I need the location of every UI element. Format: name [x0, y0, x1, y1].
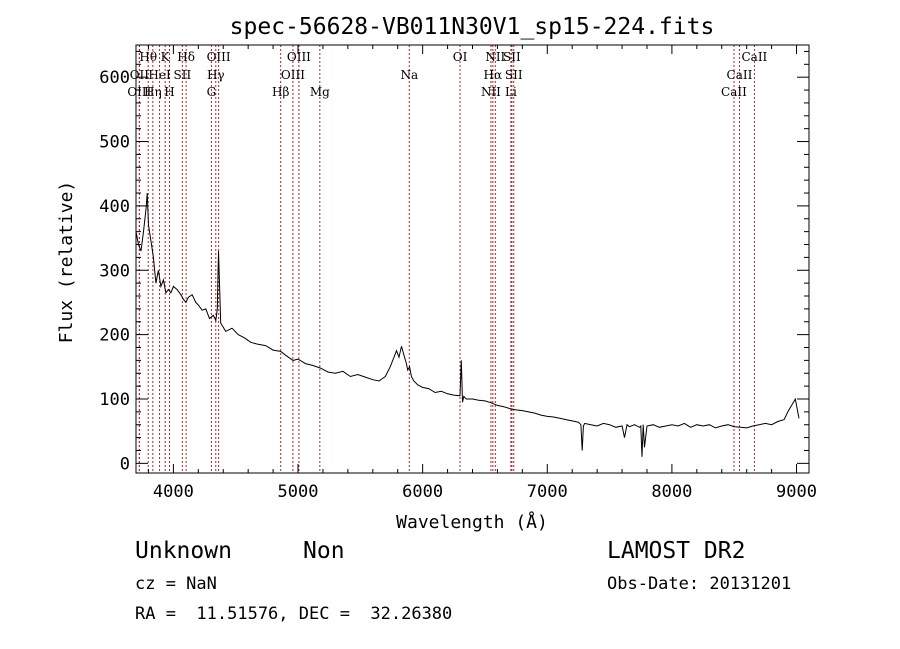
x-axis: 4000 5000 6000 7000 8000 9000 [147, 45, 817, 502]
line-label: CaII [727, 68, 753, 82]
line-label: SII [174, 68, 192, 82]
x-tick-label: 8000 [651, 482, 692, 502]
line-label: Hδ [177, 50, 195, 64]
line-label: NII [485, 50, 505, 64]
line-label: Mg [310, 85, 330, 99]
line-label: G [207, 85, 217, 99]
line-label: HeI [148, 68, 171, 82]
x-tick-label: 6000 [402, 482, 443, 502]
line-label: OIII [207, 50, 231, 64]
plot-frame [135, 44, 810, 474]
y-tick-label: 600 [99, 68, 130, 88]
line-label: NII [481, 85, 501, 99]
line-label: OI [453, 50, 468, 64]
emission-line-markers [138, 45, 755, 473]
y-tick-label: 0 [120, 454, 130, 474]
x-tick-label: 4000 [153, 482, 194, 502]
object-subclass: Non [303, 538, 345, 564]
line-label: Na [400, 68, 418, 82]
line-label: CaII [721, 85, 747, 99]
y-tick-label: 200 [99, 326, 130, 346]
y-tick-label: 100 [99, 390, 130, 410]
y-axis: 0 100 200 300 400 500 600 [99, 50, 809, 474]
emission-line-labels: HθOIIOIIIHηHeIKHSIIHδGOIIIHγHβOIIIOIIIMg… [127, 50, 767, 99]
line-label: SII [503, 50, 521, 64]
line-label: OII [130, 68, 150, 82]
survey-name: LAMOST DR2 [607, 538, 746, 564]
y-tick-label: 500 [99, 133, 130, 153]
x-tick-label: 9000 [776, 482, 817, 502]
y-tick-label: 300 [99, 261, 130, 281]
line-label: Hθ [139, 50, 157, 64]
object-class: Unknown [135, 538, 232, 564]
y-tick-label: 400 [99, 197, 130, 217]
redshift-readout: cz = NaN [135, 574, 217, 594]
y-axis-label: Flux (relative) [56, 181, 77, 344]
x-tick-label: 7000 [527, 482, 568, 502]
spectrum-line [135, 192, 800, 457]
line-label: Hη [144, 85, 162, 99]
line-label: OIII [281, 68, 305, 82]
line-label: SII [505, 68, 523, 82]
line-label: H [164, 85, 174, 99]
x-tick-label: 5000 [278, 482, 319, 502]
obs-date: Obs-Date: 20131201 [607, 574, 792, 594]
coordinates: RA = 11.51576, DEC = 32.26380 [135, 604, 453, 624]
line-label: OIII [287, 50, 311, 64]
chart-title: spec-56628-VB011N30V1_sp15-224.fits [230, 14, 715, 40]
line-label: Hα [484, 68, 503, 82]
line-label: Hβ [272, 85, 289, 99]
line-label: K [161, 50, 171, 64]
line-label: Li [505, 85, 517, 99]
x-axis-label: Wavelength (Å) [396, 511, 548, 533]
line-label: OIII [127, 85, 151, 99]
line-label: Hγ [207, 68, 225, 82]
line-label: CaII [741, 50, 767, 64]
